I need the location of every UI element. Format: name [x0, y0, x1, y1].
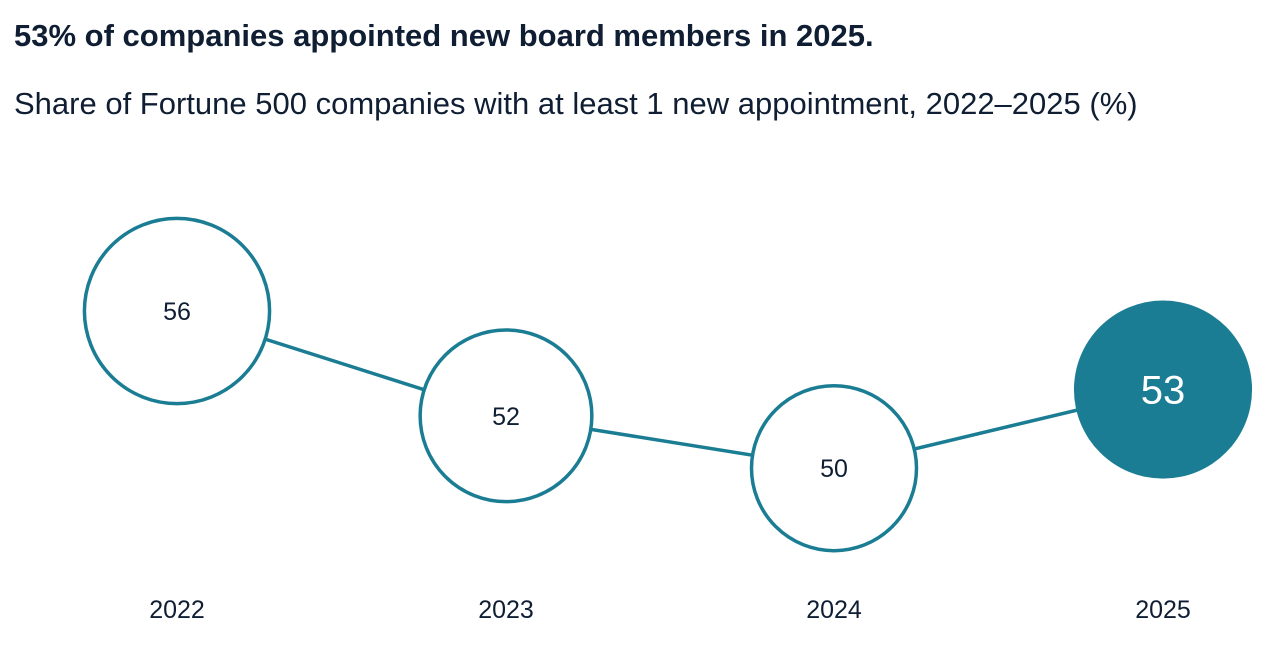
chart-title: 53% of companies appointed new board mem…: [14, 18, 874, 53]
data-label-2023: 52: [492, 403, 520, 431]
bubble-2024: [749, 383, 919, 553]
x-tick-label-2024: 2024: [806, 596, 862, 624]
x-tick-label-2023: 2023: [478, 596, 534, 624]
data-label-2024: 50: [820, 455, 848, 483]
bubble-2022: [82, 216, 272, 406]
bubble-2023: [418, 328, 594, 504]
x-tick-label-2022: 2022: [149, 596, 205, 624]
bubble-2025: [1073, 300, 1253, 479]
data-label-2025: 53: [1141, 369, 1186, 413]
data-label-2022: 56: [163, 298, 191, 326]
x-tick-label-2025: 2025: [1135, 596, 1191, 624]
chart-subtitle: Share of Fortune 500 companies with at l…: [14, 86, 1138, 121]
